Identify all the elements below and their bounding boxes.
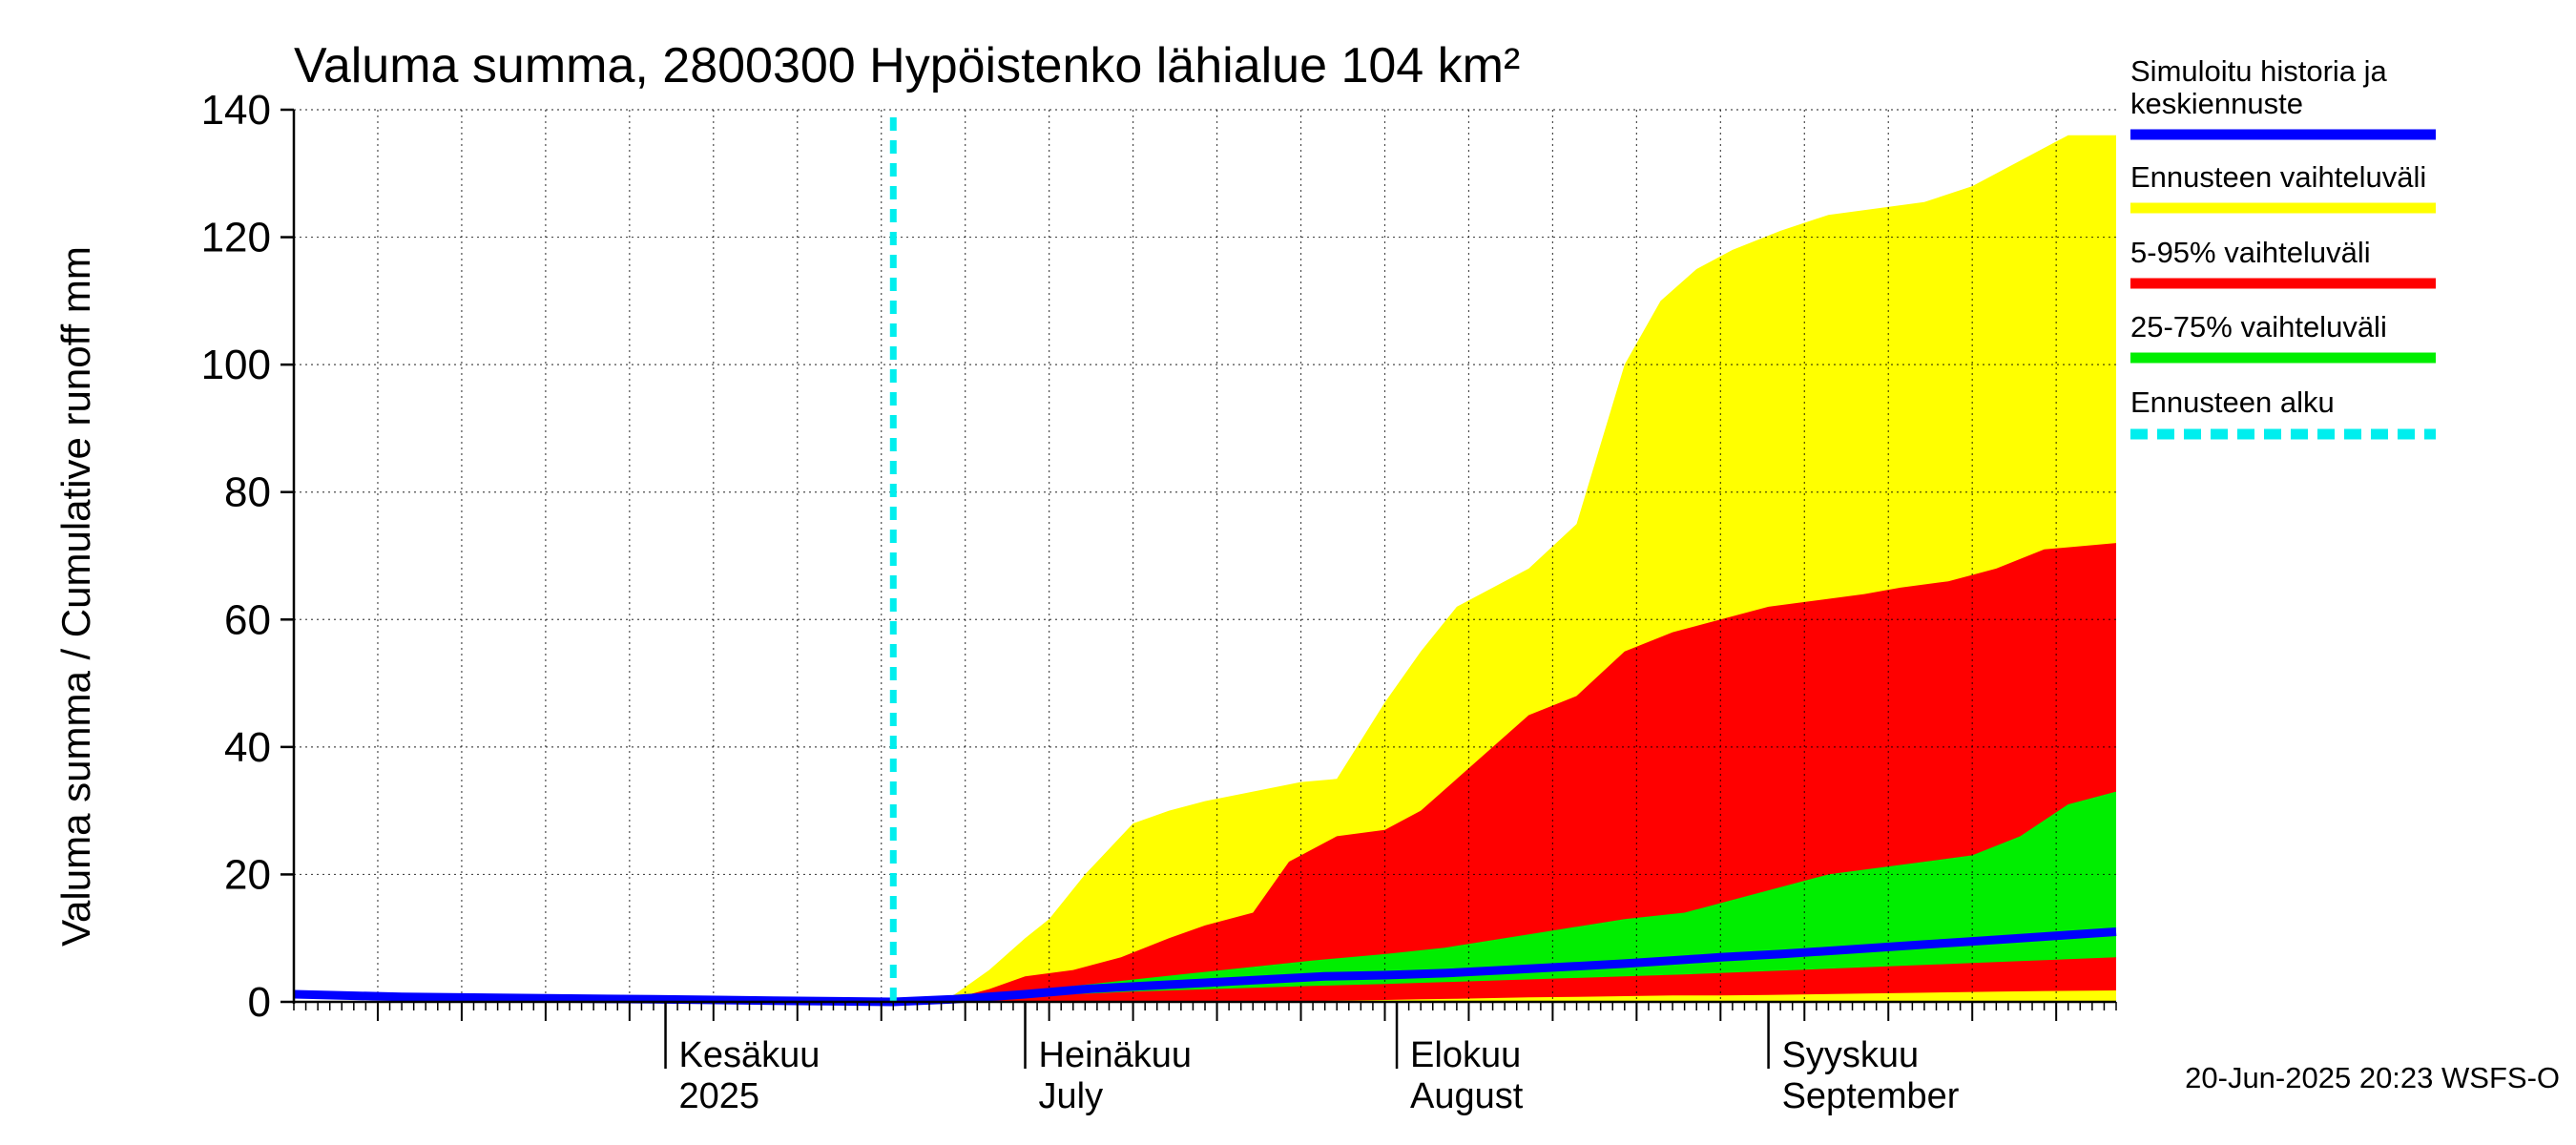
month-label-secondary: 2025 <box>679 1076 760 1116</box>
legend-label-4: Ennusteen alku <box>2130 385 2335 419</box>
month-label-primary: Kesäkuu <box>679 1035 821 1075</box>
month-label-secondary: August <box>1410 1076 1524 1116</box>
chart-footer-timestamp: 20-Jun-2025 20:23 WSFS-O <box>2185 1061 2560 1094</box>
legend-entry-2: 5-95% vaihteluväli <box>2130 236 2436 289</box>
y-tick-label: 0 <box>248 979 271 1026</box>
legend-label-1: Ennusteen vaihteluväli <box>2130 160 2426 194</box>
legend-label-3: 25-75% vaihteluväli <box>2130 310 2387 344</box>
legend-entry-3: 25-75% vaihteluväli <box>2130 310 2436 364</box>
y-tick-label: 20 <box>224 851 271 898</box>
y-tick-label: 120 <box>201 215 271 261</box>
month-label-primary: Heinäkuu <box>1039 1035 1193 1075</box>
y-tick-label: 80 <box>224 469 271 516</box>
legend-label-0-cont: keskiennuste <box>2130 87 2303 120</box>
plot-area <box>292 109 2117 1007</box>
legend-label-2: 5-95% vaihteluväli <box>2130 236 2371 269</box>
y-axis-label: Valuma summa / Cumulative runoff mm <box>53 246 98 947</box>
month-label-secondary: July <box>1039 1076 1104 1116</box>
chart-title: Valuma summa, 2800300 Hypöistenko lähial… <box>294 38 1520 94</box>
legend-label-0: Simuloitu historia ja <box>2130 54 2388 88</box>
series-line-0 <box>293 927 2117 1007</box>
y-tick-label: 40 <box>224 724 271 771</box>
y-axis-ticks: 0 20 40 60 80 100 120 140 <box>201 87 294 1026</box>
month-label-secondary: September <box>1782 1076 1960 1116</box>
month-label-primary: Syyskuu <box>1782 1035 1920 1075</box>
y-tick-label: 100 <box>201 342 271 388</box>
y-tick-label: 60 <box>224 596 271 643</box>
legend-entry-1: Ennusteen vaihteluväli <box>2130 160 2436 214</box>
y-tick-label: 140 <box>201 87 271 134</box>
legend-entry-4: Ennusteen alku <box>2130 385 2436 440</box>
month-label-primary: Elokuu <box>1410 1035 1521 1075</box>
